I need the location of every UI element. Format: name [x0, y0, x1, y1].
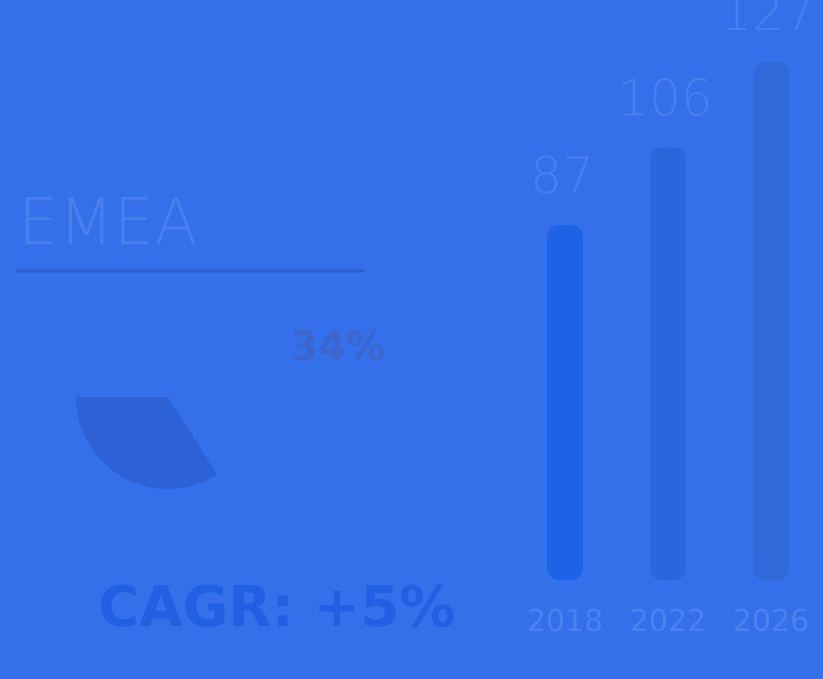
- bar: [547, 225, 583, 581]
- x-tick-label: 2022: [630, 604, 706, 639]
- bar-value-label: 106: [617, 70, 712, 128]
- x-tick-label: 2026: [733, 604, 809, 639]
- bar-value-label: 87: [530, 147, 594, 205]
- cagr-annotation: CAGR: +5%: [98, 575, 455, 640]
- pie-value-label: 34%: [290, 324, 386, 370]
- bar: [753, 61, 789, 580]
- x-tick-label: 2018: [527, 604, 603, 639]
- bar: [650, 147, 686, 580]
- pie-slice: [76, 397, 218, 489]
- bar-value-label: 127: [720, 0, 815, 42]
- region-title: EMEA: [18, 186, 198, 260]
